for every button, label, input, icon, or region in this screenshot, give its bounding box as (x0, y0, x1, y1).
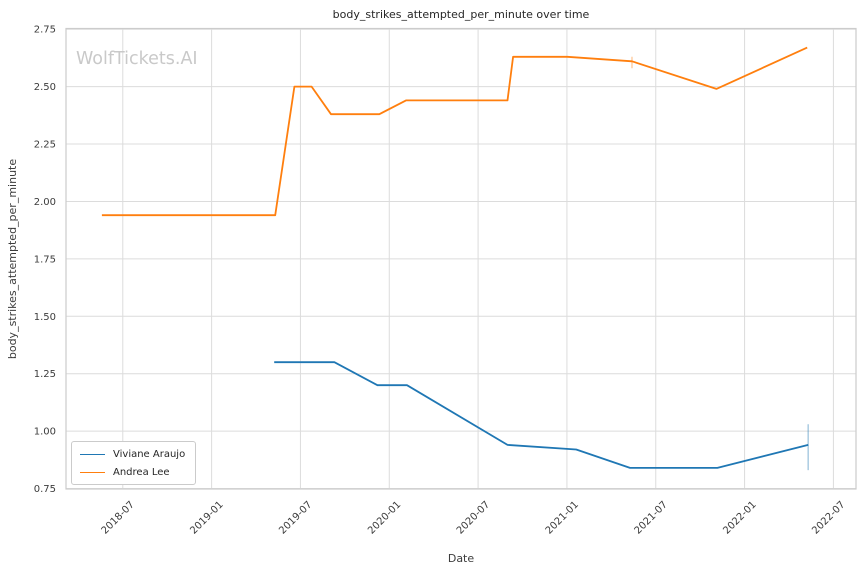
legend-label: Viviane Araujo (113, 448, 186, 460)
y-tick-label: 0.75 (34, 484, 56, 495)
watermark: WolfTickets.AI (76, 49, 198, 69)
chart-legend: Viviane Araujo Andrea Lee (71, 441, 197, 485)
x-axis-label: Date (448, 552, 475, 565)
legend-label: Andrea Lee (113, 466, 170, 478)
y-axis-label: body_strikes_attempted_per_minute (6, 159, 19, 359)
x-tick-label: 2020-07 (455, 499, 492, 536)
legend-line-swatch (80, 471, 105, 473)
y-axis-tick-labels: 0.75 1.00 1.25 1.50 1.75 2.00 2.25 2.50 2.75 (34, 25, 56, 495)
chart-title: body_strikes_attempted_per_minute over t… (333, 8, 590, 21)
x-axis-tick-labels: 2018-07 2019-01 2019-07 2020-01 2020-07 2021-… (100, 499, 848, 536)
plot-border (65, 27, 857, 490)
series-line-andrea-lee (101, 46, 808, 217)
legend-item-andrea-lee: Andrea Lee (80, 464, 185, 480)
x-tick-label: 2019-01 (188, 499, 225, 536)
y-tick-label: 2.25 (34, 140, 56, 151)
y-tick-label: 2.50 (34, 82, 56, 93)
y-tick-label: 2.75 (34, 25, 56, 36)
series-line-viviane-araujo (274, 361, 809, 469)
legend-line-swatch (80, 453, 105, 455)
chart-series-lines (101, 46, 809, 469)
x-tick-label: 2019-07 (277, 499, 314, 536)
chart-faint-marks (631, 56, 809, 471)
chart-gridlines (66, 28, 856, 490)
y-tick-label: 1.25 (34, 369, 56, 380)
y-tick-label: 2.00 (34, 197, 56, 208)
x-tick-label: 2022-07 (810, 499, 847, 536)
x-tick-label: 2022-01 (721, 499, 758, 536)
y-tick-label: 1.00 (34, 427, 56, 438)
x-tick-label: 2021-07 (633, 499, 670, 536)
y-tick-label: 1.75 (34, 254, 56, 265)
x-tick-label: 2020-01 (366, 499, 403, 536)
legend-item-viviane-araujo: Viviane Araujo (80, 446, 185, 462)
x-tick-label: 2018-07 (100, 499, 137, 536)
x-tick-label: 2021-01 (544, 499, 581, 536)
y-tick-label: 1.50 (34, 312, 56, 323)
